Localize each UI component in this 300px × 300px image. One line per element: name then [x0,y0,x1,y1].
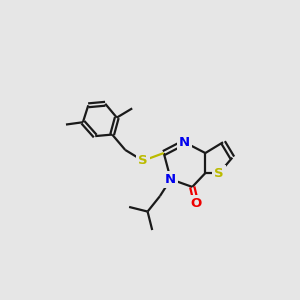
Text: O: O [190,196,202,210]
Text: S: S [138,154,148,167]
Text: N: N [165,173,176,186]
Text: S: S [214,167,224,180]
Text: N: N [179,136,190,149]
